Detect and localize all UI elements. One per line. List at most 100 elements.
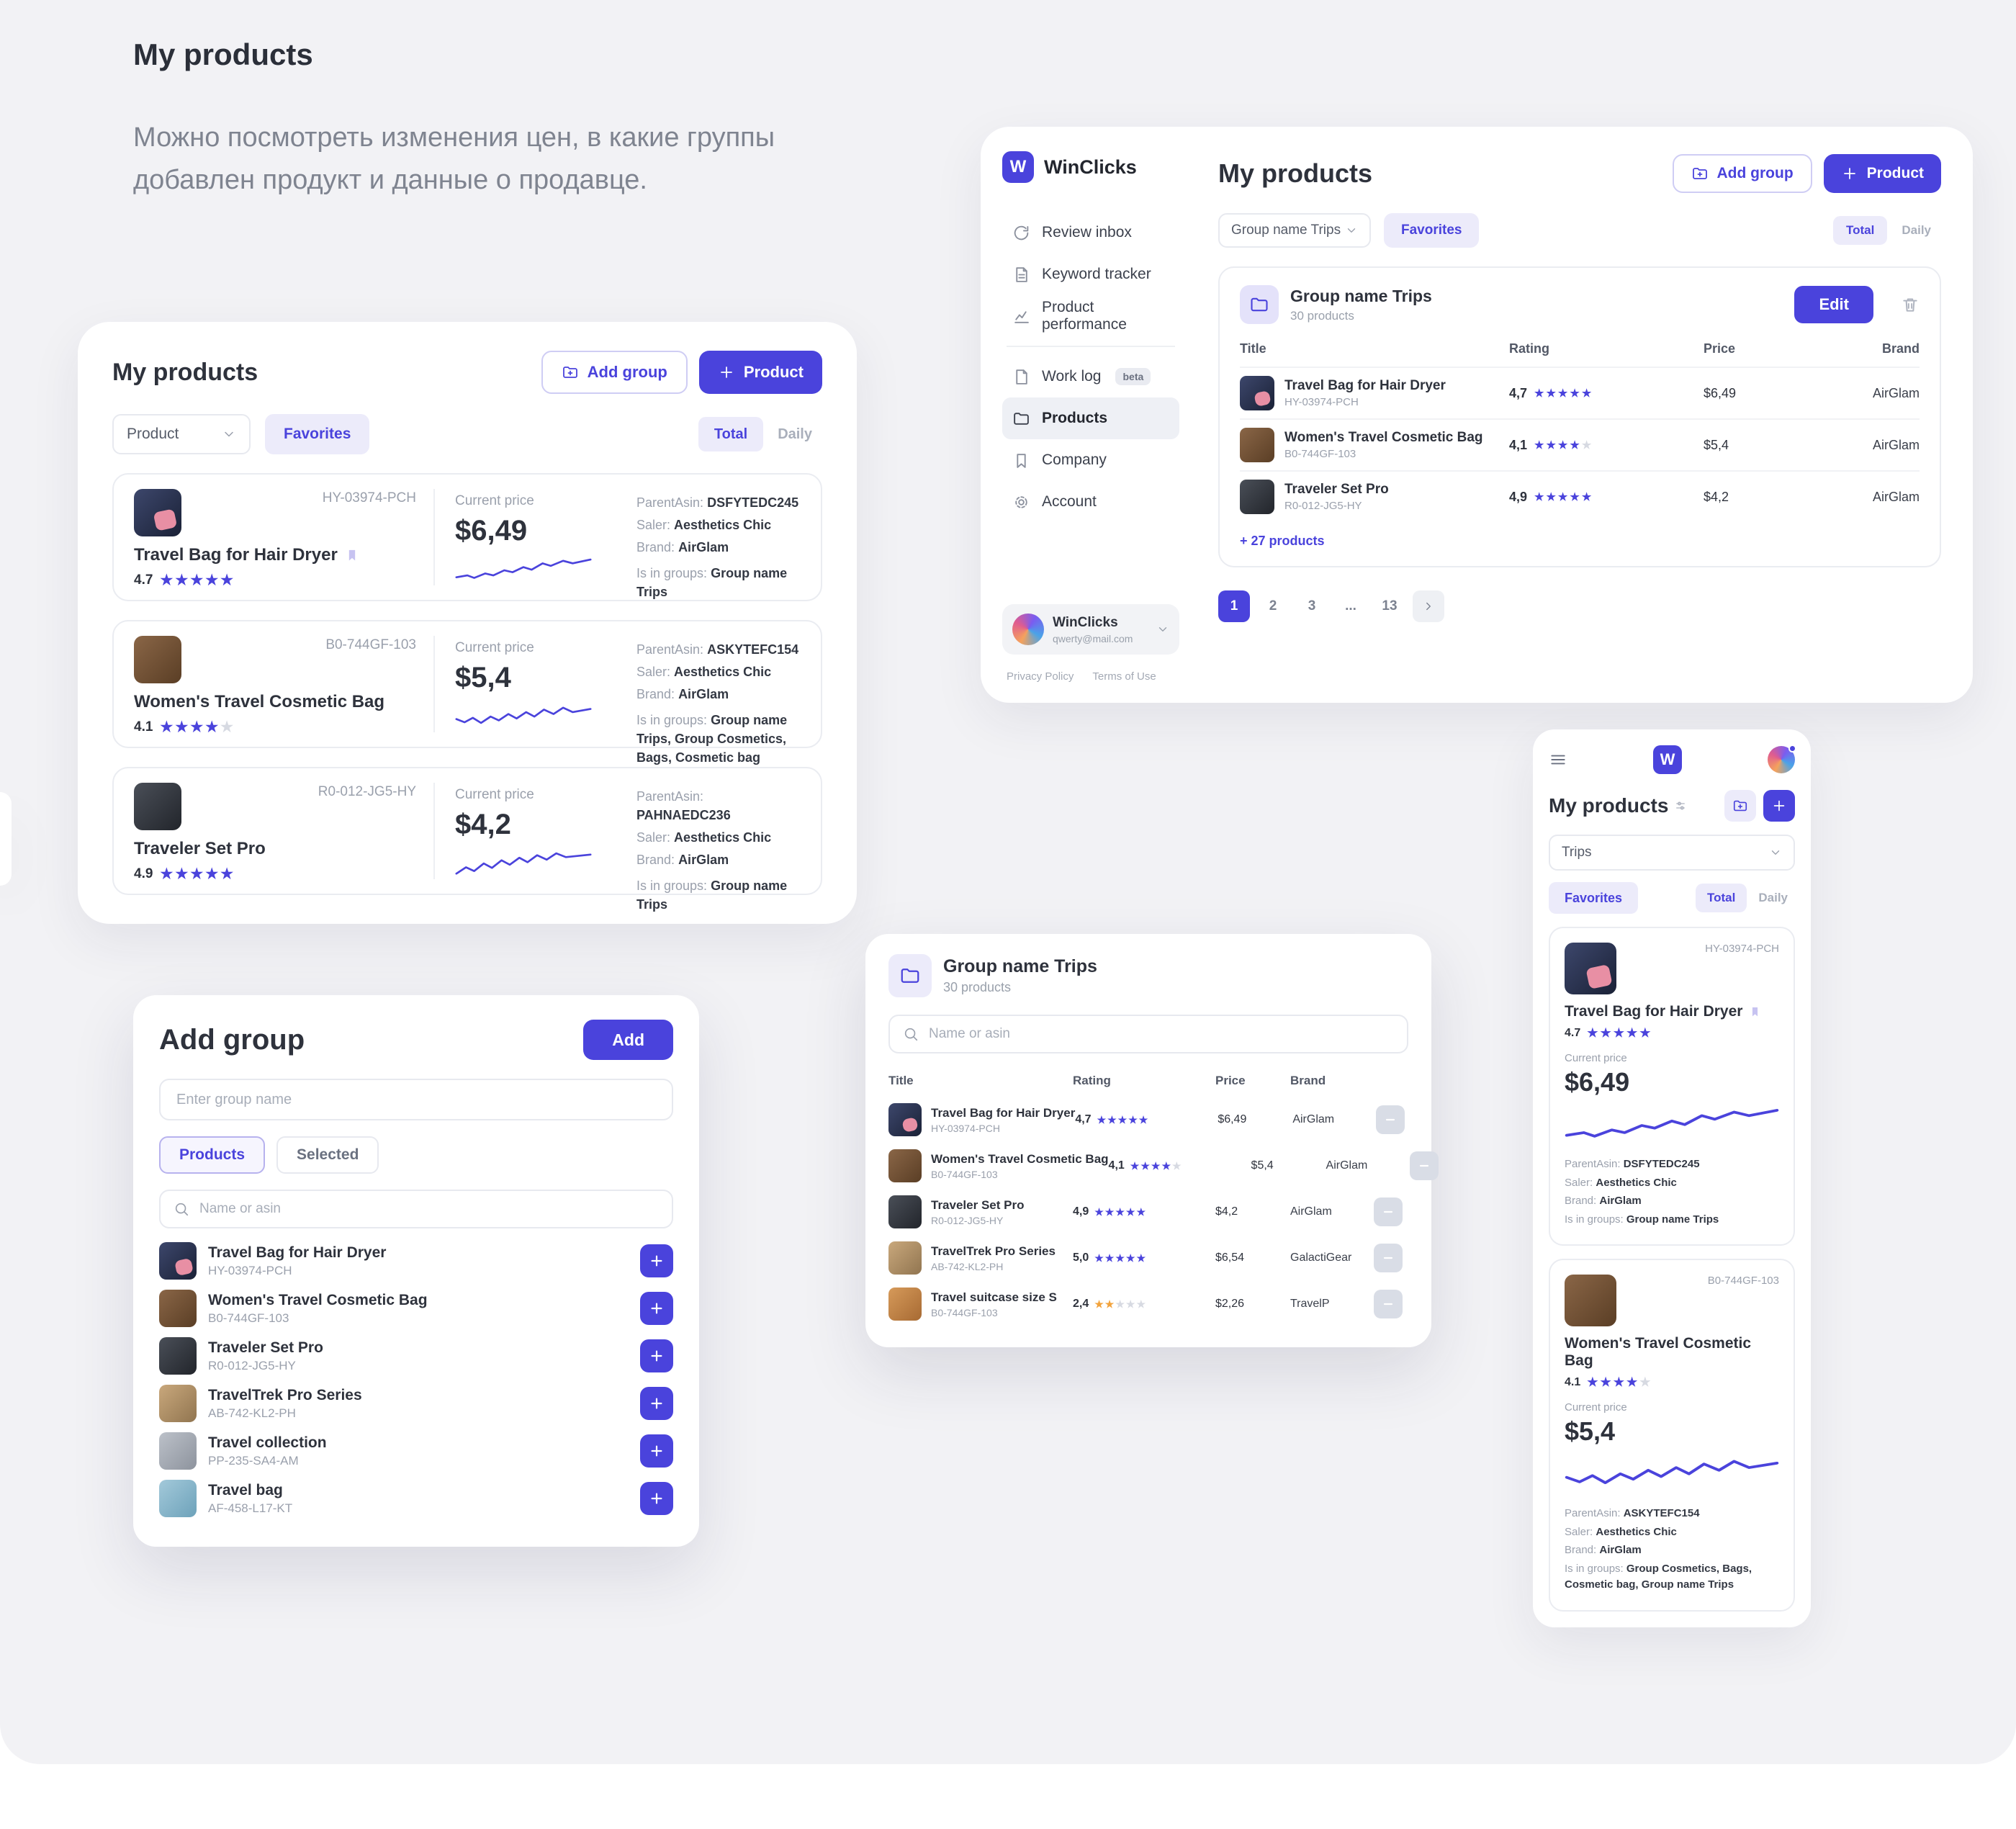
sidebar-item-label: Products	[1042, 410, 1108, 426]
product-filter-select[interactable]: Product	[112, 414, 251, 454]
remove-product-button[interactable]	[1374, 1290, 1403, 1318]
add-group-button[interactable]	[1724, 790, 1756, 822]
sidebar-item-work-log[interactable]: Work log beta	[1002, 356, 1179, 397]
privacy-policy-link[interactable]: Privacy Policy	[1007, 670, 1074, 683]
search-icon	[904, 1028, 918, 1041]
group-count: 30 products	[943, 980, 1012, 994]
table-header: Title Rating Price Brand	[1240, 341, 1920, 367]
parent-asin-value: ASKYTEFC154	[1623, 1507, 1700, 1519]
modal-title: Add group	[159, 1023, 305, 1056]
total-daily-toggle: Total Daily	[1833, 216, 1941, 245]
page-button[interactable]: 2	[1269, 598, 1277, 614]
page-button[interactable]: 1	[1218, 590, 1250, 622]
sidebar-item-review-inbox[interactable]: Review inbox	[1002, 212, 1179, 253]
toggle-daily[interactable]: Daily	[1758, 891, 1788, 904]
sidebar-item-keyword-tracker[interactable]: Keyword tracker	[1002, 253, 1179, 295]
add-product-to-group-button[interactable]	[640, 1482, 673, 1515]
saler-value: Aesthetics Chic	[674, 665, 772, 680]
price-sparkline	[1565, 1460, 1779, 1485]
add-product-to-group-button[interactable]	[640, 1387, 673, 1420]
sliders-icon[interactable]	[1674, 799, 1687, 812]
notification-dot	[1788, 745, 1796, 752]
trash-icon[interactable]	[1901, 295, 1920, 314]
hamburger-menu-icon[interactable]	[1549, 750, 1567, 769]
brand-value: AirGlam	[678, 687, 729, 702]
avatar	[1012, 614, 1044, 645]
toggle-total[interactable]: Total	[1696, 884, 1747, 912]
add-group-button[interactable]: Add group	[1672, 154, 1812, 193]
groups-value: Group name Trips	[1626, 1213, 1719, 1226]
sidebar-item-product-performance[interactable]: Product performance	[1002, 295, 1179, 337]
product-name: TravelTrek Pro Series	[208, 1386, 362, 1403]
bookmark-icon[interactable]	[1749, 1005, 1761, 1019]
remove-product-button[interactable]	[1374, 1244, 1403, 1272]
page-title: My products	[1549, 794, 1669, 817]
sidebar-item-products[interactable]: Products	[1002, 397, 1179, 439]
user-menu[interactable]: WinClicks qwerty@mail.com	[1002, 604, 1179, 655]
tab-selected[interactable]: Selected	[276, 1136, 379, 1174]
group-name-input[interactable]	[176, 1091, 656, 1108]
sidebar-item-account[interactable]: Account	[1002, 481, 1179, 523]
search-input[interactable]	[199, 1201, 659, 1217]
group-name-field	[159, 1079, 673, 1120]
favorites-chip[interactable]: Favorites	[1384, 213, 1480, 248]
user-avatar[interactable]	[1768, 745, 1796, 773]
page-button[interactable]: 13	[1382, 598, 1398, 614]
rating-stars: ★★★★★	[1534, 439, 1594, 451]
page-button[interactable]: 3	[1308, 598, 1316, 614]
product-name: TravelTrek Pro Series	[931, 1244, 1056, 1258]
more-products-link[interactable]: + 27 products	[1240, 534, 1325, 548]
add-product-to-group-button[interactable]	[640, 1339, 673, 1372]
tab-products[interactable]: Products	[159, 1136, 266, 1174]
edit-group-button[interactable]: Edit	[1794, 286, 1873, 323]
select-value: Group name Trips	[1231, 223, 1341, 238]
group-filter-select[interactable]: Group name Trips	[1218, 213, 1371, 248]
add-product-to-group-button[interactable]	[640, 1434, 673, 1468]
sidebar-item-label: Product performance	[1042, 299, 1127, 333]
document-icon	[1016, 266, 1027, 282]
group-name: Group name Trips	[1290, 286, 1432, 305]
toggle-total[interactable]: Total	[698, 417, 764, 451]
add-product-button[interactable]: Product	[698, 351, 822, 394]
favorites-chip[interactable]: Favorites	[1549, 882, 1639, 914]
add-group-button[interactable]: Add group	[541, 351, 688, 394]
sidebar-item-company[interactable]: Company	[1002, 439, 1179, 481]
bookmark-icon[interactable]	[345, 547, 359, 564]
plus-icon	[651, 1303, 662, 1314]
current-price-value: $5,4	[455, 662, 511, 693]
remove-product-button[interactable]	[1409, 1151, 1439, 1180]
brand-value: AirGlam	[1872, 489, 1920, 504]
product-name: Women's Travel Cosmetic Bag	[134, 692, 385, 711]
search-input[interactable]	[929, 1026, 1394, 1042]
brand-value: AirGlam	[1599, 1544, 1642, 1556]
add-group-label: Add group	[1716, 165, 1794, 181]
product-name: Travel suitcase size S	[931, 1290, 1057, 1304]
toggle-daily[interactable]: Daily	[778, 426, 812, 442]
product-image	[1240, 376, 1274, 410]
add-product-to-group-button[interactable]	[640, 1244, 673, 1277]
user-name: WinClicks	[1053, 614, 1118, 630]
list-item: Women's Travel Cosmetic Bag B0-744GF-103	[159, 1285, 673, 1332]
add-product-button[interactable]: Product	[1823, 154, 1941, 193]
toggle-total[interactable]: Total	[1833, 216, 1888, 245]
remove-product-button[interactable]	[1374, 1197, 1403, 1226]
next-page-button[interactable]	[1413, 590, 1444, 622]
parent-asin-label: ParentAsin:	[1565, 1158, 1621, 1170]
panel-title: My products	[112, 358, 258, 386]
remove-product-button[interactable]	[1376, 1105, 1405, 1134]
add-product-button[interactable]	[1763, 790, 1795, 822]
favorites-chip[interactable]: Favorites	[265, 414, 370, 454]
add-product-label: Product	[1866, 165, 1924, 181]
rating-stars: ★★★★★	[160, 866, 236, 882]
table-row: Traveler Set Pro R0-012-JG5-HY 4,9 ★★★★★ $…	[888, 1189, 1408, 1235]
product-name: Travel collection	[208, 1434, 327, 1451]
group-filter-select[interactable]: Trips	[1549, 835, 1795, 871]
terms-of-use-link[interactable]: Terms of Use	[1092, 670, 1156, 683]
add-product-to-group-button[interactable]	[640, 1292, 673, 1325]
total-daily-toggle: Total Daily	[698, 417, 822, 451]
parent-asin-label: ParentAsin:	[636, 789, 704, 804]
add-button[interactable]: Add	[583, 1020, 673, 1060]
toggle-daily[interactable]: Daily	[1902, 223, 1931, 237]
current-price-value: $6,49	[1565, 1067, 1630, 1097]
product-code: AB-742-KL2-PH	[931, 1260, 1004, 1272]
